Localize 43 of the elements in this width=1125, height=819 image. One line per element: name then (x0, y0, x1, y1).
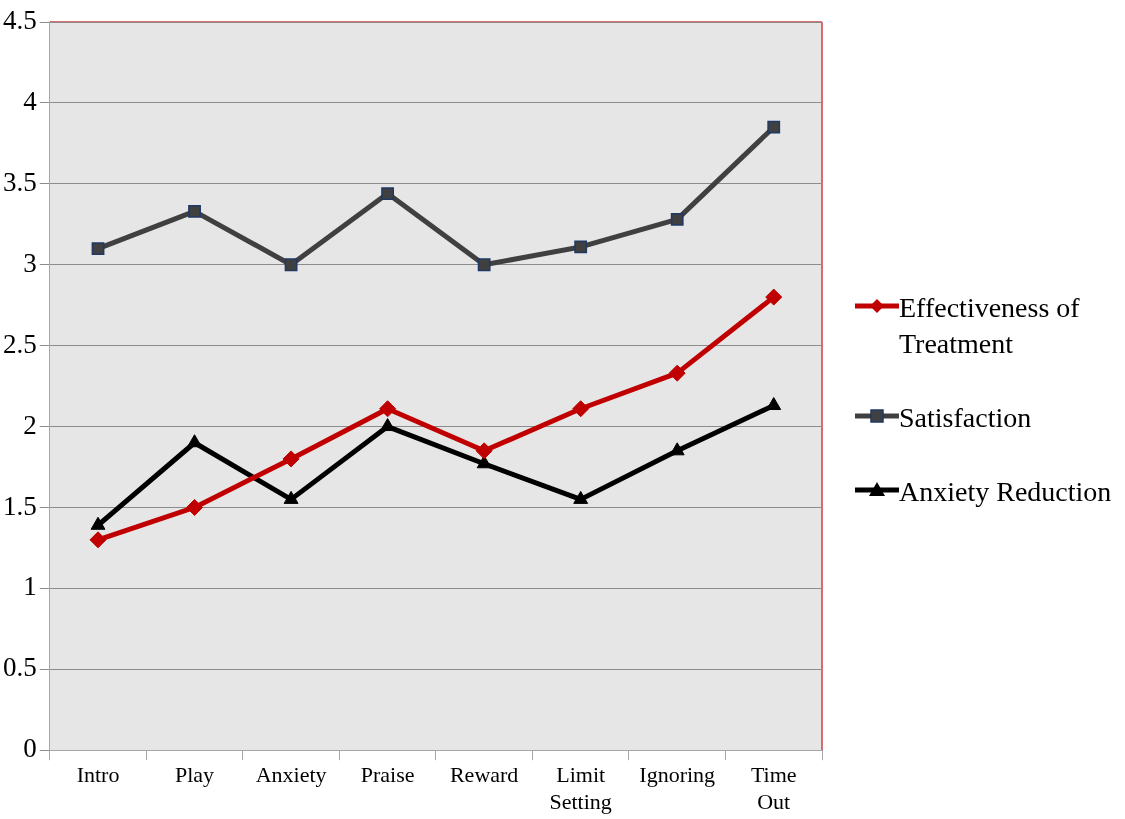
y-tick-label: 0.5 (3, 652, 37, 683)
point (91, 242, 105, 255)
point (381, 187, 395, 200)
point (574, 240, 588, 254)
x-tick-label: Praise (360, 762, 415, 788)
point (186, 498, 204, 516)
y-tick-label: 1 (23, 571, 37, 602)
point (573, 490, 589, 504)
x-tick-label: Time Out (750, 762, 797, 814)
point (670, 213, 684, 226)
point (668, 364, 686, 382)
point (89, 531, 107, 549)
point (572, 400, 590, 418)
y-tick-label: 1.5 (3, 490, 37, 521)
y-tick-label: 3.5 (3, 166, 37, 197)
point (379, 400, 397, 418)
point (283, 490, 299, 504)
legend-label: Satisfaction (899, 401, 1032, 435)
x-tick-label: Ignoring (639, 762, 716, 788)
point (477, 258, 491, 272)
y-tick-label: 4.5 (3, 5, 37, 36)
y-tick-label: 3 (23, 247, 37, 278)
legend-label: Effectiveness of Treatment (899, 291, 1081, 361)
point (476, 455, 492, 469)
x-tick-label: Reward (449, 762, 519, 788)
x-tick-label: Anxiety (255, 762, 327, 788)
y-tick-label: 2.5 (3, 328, 37, 359)
point (767, 120, 781, 134)
x-tick-label: Limit Setting (549, 762, 612, 814)
point (284, 258, 298, 272)
point (475, 442, 493, 460)
point (282, 450, 300, 468)
y-tick-label: 2 (23, 409, 37, 440)
point (765, 288, 783, 306)
point (187, 434, 202, 448)
y-tick-label: 4 (23, 86, 38, 116)
legend-label: Anxiety Reduction (899, 475, 1112, 509)
point (90, 516, 106, 530)
point (188, 204, 201, 218)
y-tick-label: 0 (23, 733, 37, 764)
x-tick-label: Play (174, 762, 215, 788)
point (766, 397, 782, 411)
x-tick-label: Intro (76, 762, 120, 788)
